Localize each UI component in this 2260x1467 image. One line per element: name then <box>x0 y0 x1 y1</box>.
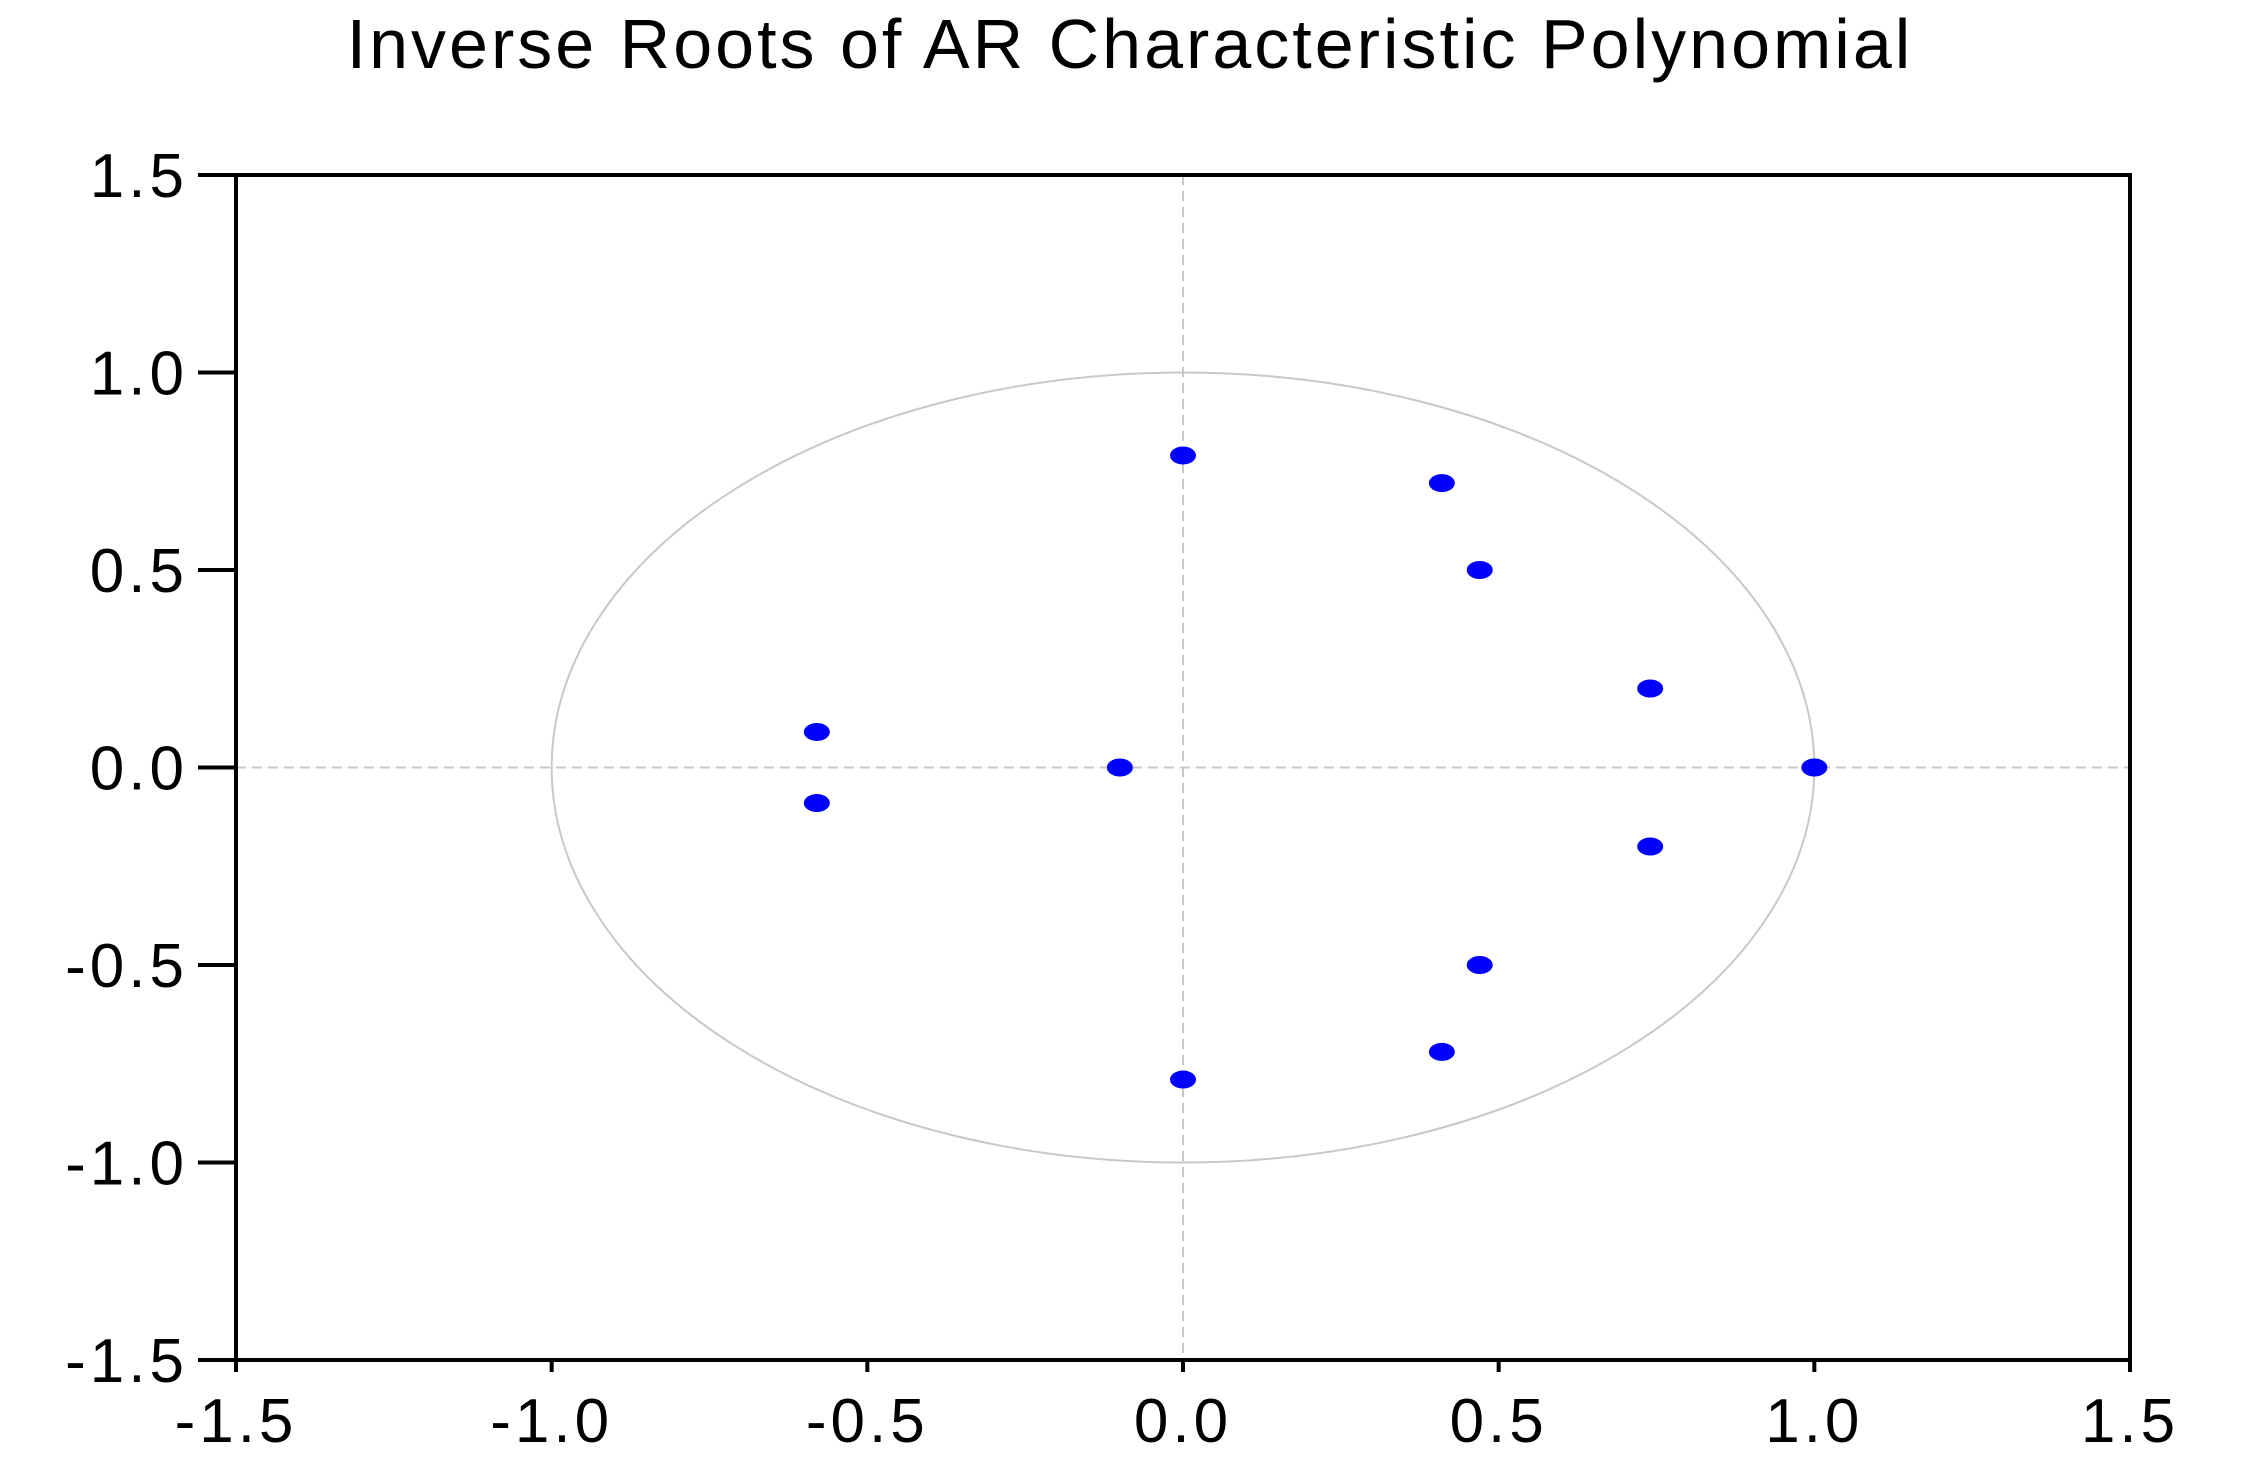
x-tick-label: 0.0 <box>1134 1387 1232 1456</box>
root-point-8 <box>1637 837 1664 856</box>
root-point-12 <box>803 794 830 813</box>
root-point-4 <box>1428 1042 1455 1061</box>
y-tick-label: 0.0 <box>90 735 188 804</box>
y-tick-label: 1.5 <box>90 142 188 211</box>
chart-title: Inverse Roots of AR Characteristic Polyn… <box>346 5 1914 83</box>
x-tick-label: -1.5 <box>175 1387 298 1456</box>
root-point-2 <box>1170 1070 1196 1089</box>
y-tick-label: -0.5 <box>65 932 188 1001</box>
x-tick-label: 0.5 <box>1450 1387 1548 1456</box>
root-point-3 <box>1428 474 1455 493</box>
root-point-9 <box>1801 758 1828 777</box>
x-tick-label: -1.0 <box>490 1387 613 1456</box>
root-point-10 <box>1106 758 1133 777</box>
y-tick-label: -1.5 <box>65 1327 188 1396</box>
root-point-6 <box>1466 956 1493 974</box>
y-tick-label: 0.5 <box>90 537 188 606</box>
root-point-1 <box>1170 446 1196 465</box>
points-layer <box>803 446 1828 1089</box>
reference-layer <box>236 175 2130 1360</box>
axes-layer: -1.5 -1.0 -0.5 0.0 0.5 1.0 1.5 1.5 1.0 0.5 0.0 -0.5… <box>65 142 2179 1456</box>
root-point-5 <box>1466 561 1493 579</box>
root-point-11 <box>803 722 830 741</box>
y-tick-label: 1.0 <box>90 340 188 409</box>
root-point-7 <box>1637 679 1664 698</box>
y-tick-label: -1.0 <box>65 1130 188 1199</box>
x-tick-label: -0.5 <box>806 1387 929 1456</box>
x-tick-label: 1.5 <box>2081 1387 2179 1456</box>
x-tick-label: 1.0 <box>1765 1387 1863 1456</box>
